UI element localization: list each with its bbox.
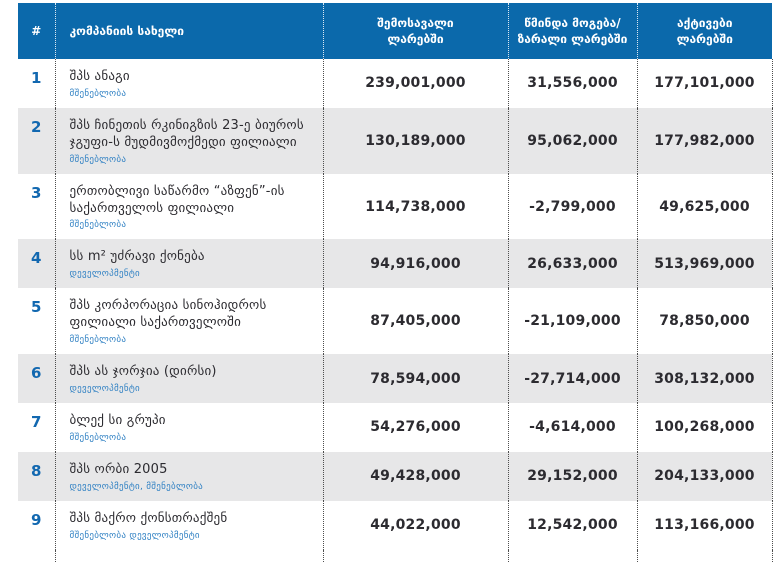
assets-value: 308,132,000 [636, 354, 773, 404]
company-cell: ერთობლივი საწარმო “აზფენ”-ის საქართველოს… [54, 173, 323, 240]
revenue-value: 130,189,000 [322, 107, 508, 174]
table-footer-stub [18, 549, 773, 562]
table-row: 8 შპს ორბი 2005 დეველოპმენტი, მშენებლობა… [18, 451, 773, 501]
header-assets: აქტივები ლარებში [636, 3, 772, 59]
company-name: შპს ას ჯორჯია (დირსი) [69, 364, 217, 380]
company-name: შპს ანაგი [69, 69, 130, 84]
assets-value: 513,969,000 [636, 239, 773, 289]
profit-value: 31,556,000 [507, 59, 637, 108]
table-row: 5 შპს კორპორაცია სინოჰიდროს ფილიალი საქა… [18, 288, 773, 355]
companies-ranking-table: # კომპანიის სახელი შემოსავალი ლარებში წმ… [18, 3, 773, 562]
row-rank: 2 [31, 117, 42, 136]
company-cell: შპს კორპორაცია სინოჰიდროს ფილიალი საქართ… [54, 288, 323, 355]
company-category: მშენებლობა დეველოპმენტი [69, 530, 200, 541]
assets-value: 177,982,000 [636, 107, 773, 174]
company-category: დეველოპმენტი [69, 384, 140, 395]
table-row: 9 შპს მაქრო ქონსთრაქშენ მშენებლობა დეველ… [18, 500, 773, 550]
profit-value: -2,799,000 [507, 173, 637, 240]
company-name: სს m² უძრავი ქონება [69, 249, 205, 265]
company-name: ერთობლივი საწარმო “აზფენ”-ის საქართველოს… [69, 183, 285, 216]
row-rank: 4 [31, 249, 42, 268]
profit-value: 95,062,000 [507, 107, 637, 174]
revenue-value: 44,022,000 [322, 500, 508, 550]
company-category: მშენებლობა [69, 220, 127, 231]
profit-value: -21,109,000 [507, 288, 637, 355]
revenue-value: 49,428,000 [322, 451, 508, 501]
company-category: დეველოპმენტი [69, 269, 140, 280]
table-header-row: # კომპანიის სახელი შემოსავალი ლარებში წმ… [18, 3, 772, 59]
table-row: 3 ერთობლივი საწარმო “აზფენ”-ის საქართველ… [18, 173, 773, 240]
company-category: მშენებლობა [69, 154, 127, 165]
header-rank: # [18, 3, 55, 59]
revenue-value: 239,001,000 [322, 59, 508, 108]
assets-value: 204,133,000 [636, 451, 773, 501]
row-rank: 5 [31, 298, 42, 317]
company-cell: შპს მაქრო ქონსთრაქშენ მშენებლობა დეველოპ… [54, 500, 323, 550]
row-rank: 3 [31, 183, 42, 202]
company-name: ბლექ სი გრუპი [69, 413, 166, 429]
table-row: 7 ბლექ სი გრუპი მშენებლობა 54,276,000 -4… [18, 403, 773, 452]
assets-value: 100,268,000 [636, 403, 773, 452]
assets-value: 49,625,000 [636, 173, 773, 240]
revenue-value: 114,738,000 [322, 173, 508, 240]
table-row: 6 შპს ას ჯორჯია (დირსი) დეველოპმენტი 78,… [18, 354, 773, 404]
company-name: შპს კორპორაცია სინოჰიდროს ფილიალი საქართ… [69, 298, 267, 331]
company-category: მშენებლობა [69, 335, 127, 346]
revenue-value: 87,405,000 [322, 288, 508, 355]
table-header: # კომპანიის სახელი შემოსავალი ლარებში წმ… [18, 3, 772, 59]
companies-ranking-table-container: # კომპანიის სახელი შემოსავალი ლარებში წმ… [18, 3, 773, 562]
revenue-value: 94,916,000 [322, 239, 508, 289]
company-cell: შპს ორბი 2005 დეველოპმენტი, მშენებლობა [54, 451, 323, 501]
company-name: შპს ჩინეთის რკინიგზის 23-ე ბიუროს ჯგუფი-… [69, 117, 304, 150]
company-cell: შპს ას ჯორჯია (დირსი) დეველოპმენტი [54, 354, 323, 404]
table-row: 2 შპს ჩინეთის რკინიგზის 23-ე ბიუროს ჯგუფ… [18, 107, 773, 174]
header-revenue: შემოსავალი ლარებში [322, 3, 508, 59]
company-name: შპს ორბი 2005 [69, 461, 168, 477]
profit-value: 29,152,000 [507, 451, 637, 501]
company-cell: შპს ანაგი მშენებლობა [54, 59, 323, 108]
company-category: მშენებლობა [69, 432, 127, 443]
header-company-name: კომპანიის სახელი [54, 3, 323, 59]
table-row: 4 სს m² უძრავი ქონება დეველოპმენტი 94,91… [18, 239, 773, 289]
row-rank: 6 [31, 364, 42, 383]
table-row: 1 შპს ანაგი მშენებლობა 239,001,000 31,55… [18, 59, 773, 108]
row-rank: 7 [31, 413, 42, 432]
company-category: დეველოპმენტი, მშენებლობა [69, 481, 204, 492]
table-body: 1 შპს ანაგი მშენებლობა 239,001,000 31,55… [18, 59, 773, 550]
stub-row [18, 549, 773, 562]
row-rank: 8 [31, 461, 42, 480]
company-cell: ბლექ სი გრუპი მშენებლობა [54, 403, 323, 452]
company-cell: შპს ჩინეთის რკინიგზის 23-ე ბიუროს ჯგუფი-… [54, 107, 323, 174]
company-cell: სს m² უძრავი ქონება დეველოპმენტი [54, 239, 323, 289]
header-profit-loss: წმინდა მოგება/ ზარალი ლარებში [507, 3, 637, 59]
assets-value: 113,166,000 [636, 500, 773, 550]
revenue-value: 54,276,000 [322, 403, 508, 452]
assets-value: 78,850,000 [636, 288, 773, 355]
revenue-value: 78,594,000 [322, 354, 508, 404]
assets-value: 177,101,000 [636, 59, 773, 108]
profit-value: -4,614,000 [507, 403, 637, 452]
profit-value: -27,714,000 [507, 354, 637, 404]
company-category: მშენებლობა [69, 88, 127, 99]
profit-value: 12,542,000 [507, 500, 637, 550]
profit-value: 26,633,000 [507, 239, 637, 289]
company-name: შპს მაქრო ქონსთრაქშენ [69, 510, 228, 526]
row-rank: 9 [31, 510, 42, 529]
row-rank: 1 [31, 69, 42, 87]
